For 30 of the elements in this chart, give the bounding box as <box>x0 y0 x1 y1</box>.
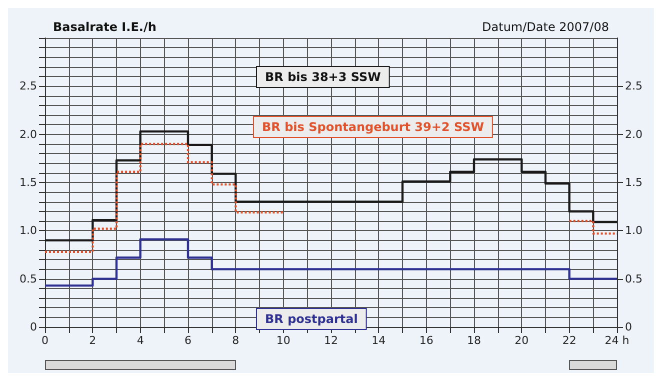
text: BR bis Spontangeburt 39+2 SSW <box>262 120 484 134</box>
y-tick-label: 0 <box>30 320 37 334</box>
y-tick-label: 0.5 <box>20 272 37 286</box>
x-tick-label: 20 <box>514 334 529 347</box>
text: BR postpartal <box>265 312 358 326</box>
y-tick-label: 1.5 <box>20 176 37 189</box>
chart-subtitle: Datum/Date 2007/08 <box>482 20 609 34</box>
x-tick-label: 2 <box>89 334 96 347</box>
x-tick-label: 18 <box>467 334 481 347</box>
x-tick-label: 14 <box>372 334 386 347</box>
x-tick-label: 0 <box>42 334 48 347</box>
y2-tick-label: 2.5 <box>625 80 642 93</box>
y2-tick-label: 1.0 <box>625 224 642 238</box>
y2-tick-label: 0 <box>625 320 632 334</box>
y2-tick-label: 2.0 <box>625 128 642 141</box>
x-tick-label: 4 <box>136 334 144 347</box>
y-tick-label: 2.5 <box>20 80 37 93</box>
y-tick-label: 1.0 <box>20 224 37 238</box>
x-tick-label: 6 <box>184 334 192 347</box>
text: BR bis 38+3 SSW <box>265 70 381 84</box>
x-tick-label: 12 <box>324 334 338 347</box>
x-tick-label: 16 <box>419 334 434 347</box>
x-tick-label: 24 h <box>604 334 630 347</box>
x-tick-label: 8 <box>232 334 240 347</box>
y2-tick-label: 0.5 <box>625 272 642 286</box>
x-tick-label: 22 <box>562 334 576 347</box>
y-tick-label: 2.0 <box>20 128 37 141</box>
y2-tick-label: 1.5 <box>625 176 642 189</box>
x-tick-label: 10 <box>276 334 290 347</box>
chart-title: Basalrate I.E./h <box>53 20 156 34</box>
